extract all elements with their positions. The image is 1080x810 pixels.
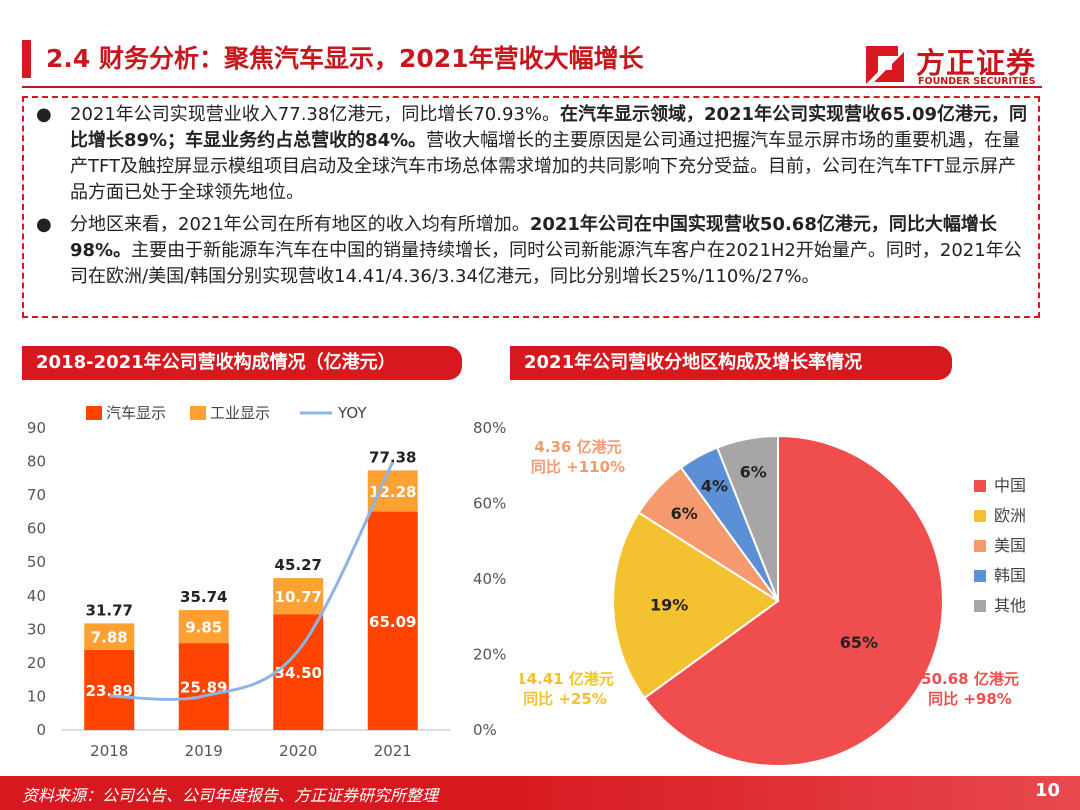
y2-tick-label: 60%: [473, 495, 506, 513]
legend-swatch-industrial-display: [190, 406, 206, 420]
bullet-text: 2021年公司实现营业收入77.38亿港元，同比增长70.93%。在汽车显示领域…: [70, 102, 1032, 206]
y-tick-label: 90: [27, 419, 46, 437]
y2-tick-label: 80%: [473, 419, 506, 437]
y-tick-label: 60: [27, 520, 46, 538]
bullet-dot-icon: ●: [36, 104, 52, 125]
data-label-industrial: 9.85: [185, 619, 222, 637]
y-tick-label: 70: [27, 486, 46, 504]
x-tick-label: 2020: [279, 742, 317, 760]
legend-label-yoy: YOY: [337, 404, 367, 422]
title-accent-bar: [22, 40, 31, 78]
bullet-text: 分地区来看，2021年公司在所有地区的收入均有所增加。2021年公司在中国实现营…: [70, 212, 1032, 290]
bullet-bold-text: 2021年公司在中国实现营收50.68亿港元，同比大幅增长98%。: [70, 214, 997, 261]
legend-swatch: [974, 570, 986, 582]
legend-swatch: [974, 510, 986, 522]
revenue-chart-header: 2018-2021年公司营收构成情况（亿港元）: [22, 346, 462, 380]
bar-segment-industrial-display: [367, 470, 418, 512]
data-label-total: 31.77: [86, 601, 133, 619]
x-tick-label: 2018: [90, 742, 128, 760]
y2-tick-label: 40%: [473, 570, 506, 588]
logo-english-name: FOUNDER SECURITIES: [918, 76, 1036, 87]
pie-annotation-growth: 同比 +25%: [523, 690, 607, 708]
bar-segment-auto-display: [273, 614, 324, 730]
legend-label: 欧洲: [994, 506, 1026, 525]
pie-annotation-amount: 14.41 亿港元: [520, 670, 614, 688]
pie-slice: [715, 434, 779, 602]
yoy-line: [109, 461, 395, 701]
legend-label: 美国: [994, 536, 1026, 555]
pie-annotation-amount: 50.68 亿港元: [921, 670, 1019, 688]
y-tick-label: 40: [27, 587, 46, 605]
y2-tick-label: 20%: [473, 646, 506, 664]
company-logo: 方正证券 FOUNDER SECURITIES: [864, 42, 1064, 92]
x-tick-label: 2019: [185, 742, 223, 760]
bullet-plain-text: 营收大幅增长的主要原因是公司通过把握汽车显示屏市场的重要机遇，在量产TFT及触控…: [70, 130, 1021, 203]
pie-slice-label: 19%: [650, 595, 688, 614]
bar-segment-auto-display: [178, 643, 229, 730]
page-number: 10: [1034, 780, 1060, 801]
bar-segment-industrial-display: [84, 623, 135, 650]
source-note: 资料来源：公司公告、公司年度报告、方正证券研究所整理: [22, 786, 439, 805]
bullet-dot-icon: ●: [36, 214, 52, 235]
bullet-plain-text: 分地区来看，2021年公司在所有地区的收入均有所增加。: [70, 214, 530, 235]
summary-box: ● 2021年公司实现营业收入77.38亿港元，同比增长70.93%。在汽车显示…: [22, 96, 1040, 318]
pie-annotation-amount: 4.36 亿港元: [534, 438, 621, 456]
footer-bar-gradient: [500, 776, 1080, 810]
legend-swatch: [974, 480, 986, 492]
x-tick-label: 2021: [374, 742, 412, 760]
header-divider: [22, 86, 1042, 88]
data-label-auto: 65.09: [369, 613, 416, 631]
bar-segment-auto-display: [367, 511, 418, 730]
region-chart-header: 2021年公司营收分地区构成及增长率情况: [510, 346, 952, 380]
bullet-plain-text: 2021年公司实现营业收入77.38亿港元，同比增长70.93%。: [70, 104, 560, 125]
legend-swatch: [974, 540, 986, 552]
logo-chinese-name: 方正证券: [916, 46, 1037, 80]
data-label-industrial: 10.77: [275, 588, 322, 606]
legend-label-auto-display: 汽车显示: [106, 404, 166, 422]
legend-swatch-auto-display: [86, 406, 102, 420]
y-tick-label: 80: [27, 453, 46, 471]
pie-slice-label: 65%: [840, 633, 878, 652]
bullet-bold-text: 在汽车显示领域，2021年公司实现营收65.09亿港元，同比增长89%；车显业务…: [70, 104, 1028, 151]
data-label-total: 45.27: [275, 556, 322, 574]
legend-label: 韩国: [994, 566, 1026, 585]
pie-slice-label: 6%: [740, 462, 767, 481]
data-label-auto: 34.50: [275, 664, 322, 682]
pie-slice: [612, 511, 780, 700]
pie-slice-label: 4%: [701, 476, 728, 495]
bullet-plain-text: 主要由于新能源车汽车在中国的销量持续增长，同时公司新能源汽车客户在2021H2开…: [70, 240, 1022, 287]
pie-annotation-growth: 同比 +110%: [531, 458, 625, 476]
data-label-total: 35.74: [180, 588, 227, 606]
y-tick-label: 0: [36, 721, 46, 739]
y-tick-label: 10: [27, 687, 46, 705]
pie-slice-label: 6%: [671, 504, 698, 523]
bar-segment-auto-display: [84, 649, 135, 730]
page-title: 2.4 财务分析：聚焦汽车显示，2021年营收大幅增长: [46, 44, 644, 73]
y2-tick-label: 0%: [473, 721, 497, 739]
legend-label: 其他: [994, 596, 1026, 615]
data-label-total: 77.38: [369, 448, 416, 466]
legend-label-industrial-display: 工业显示: [210, 404, 270, 422]
bar-segment-industrial-display: [178, 610, 229, 644]
y-tick-label: 50: [27, 553, 46, 571]
legend-label: 中国: [994, 476, 1026, 495]
data-label-industrial: 7.88: [91, 629, 128, 647]
pie-slice: [643, 434, 944, 767]
founder-logo-icon: [866, 46, 904, 84]
y-tick-label: 20: [27, 654, 46, 672]
pie-annotation-growth: 同比 +98%: [928, 690, 1012, 708]
legend-swatch: [974, 600, 986, 612]
revenue-composition-chart: 01020304050607080900%20%40%60%80%23.897.…: [27, 404, 506, 760]
y-tick-label: 30: [27, 620, 46, 638]
bar-segment-industrial-display: [273, 578, 324, 615]
